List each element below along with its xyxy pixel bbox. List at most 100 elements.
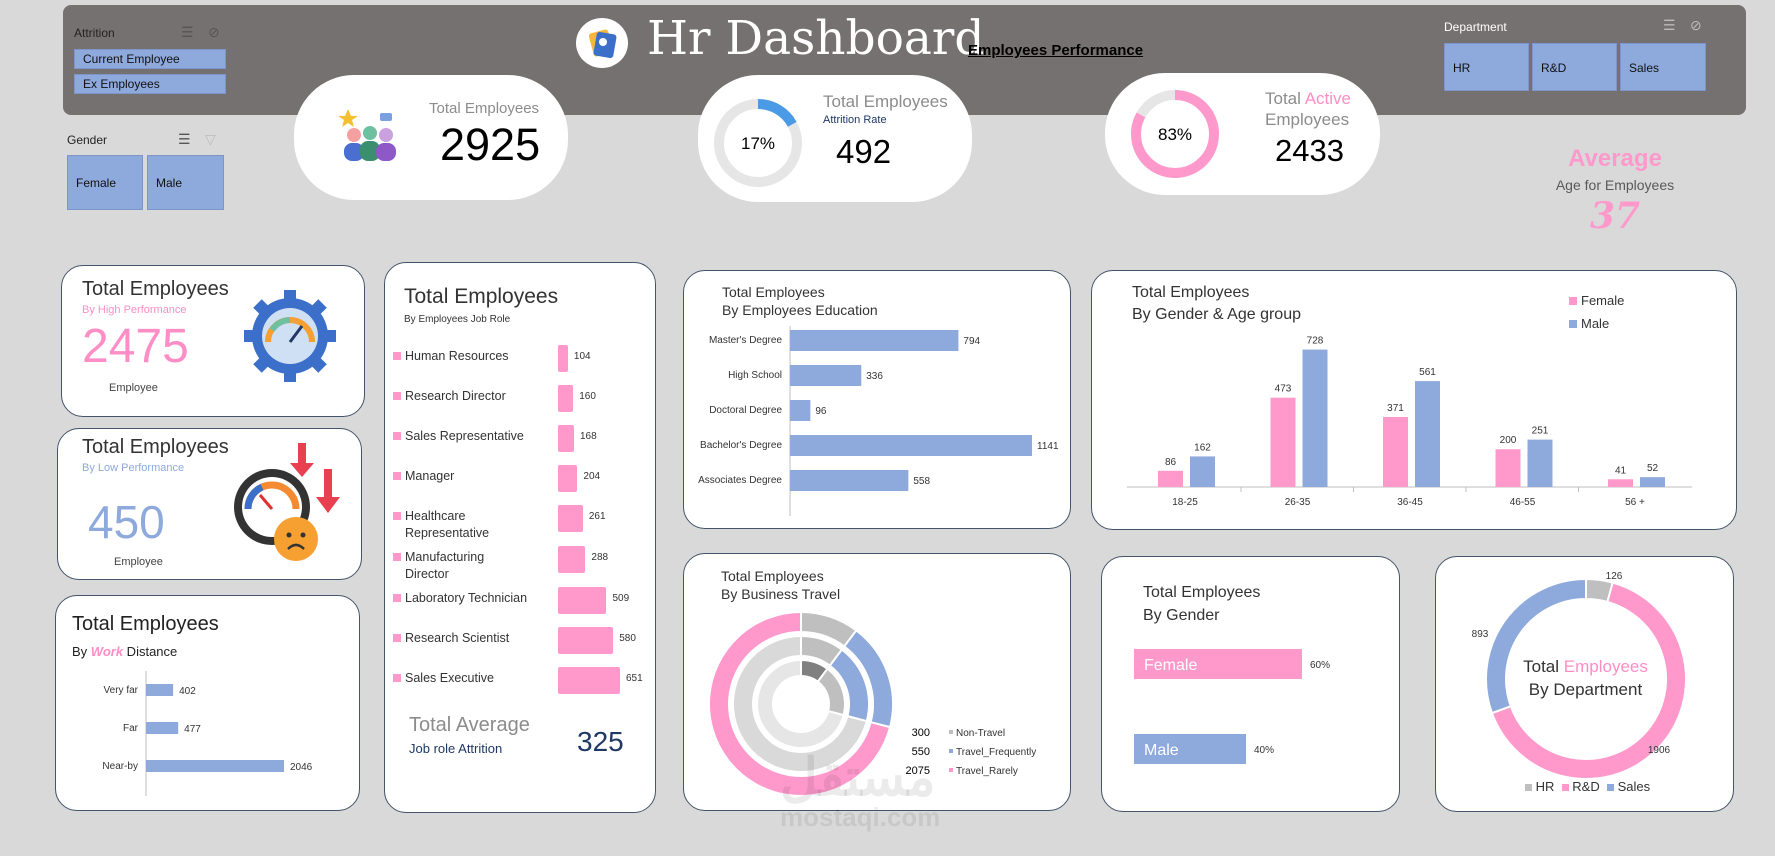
bar-male xyxy=(1640,477,1665,487)
card-title: Total Employees xyxy=(721,568,824,584)
dept-center-sub: By Department xyxy=(1528,680,1643,699)
card-subtitle: By High Performance xyxy=(82,304,187,316)
bar xyxy=(558,587,607,614)
data-label: 40% xyxy=(1254,745,1274,756)
slicer-option-rd[interactable]: R&D xyxy=(1532,43,1617,91)
data-label: 96 xyxy=(815,406,827,417)
kpi-active: 83% Total Active Employees 2433 xyxy=(1105,73,1380,195)
multi-select-icon[interactable]: ☰ xyxy=(1663,17,1676,33)
card-subtitle: By Employees Job Role xyxy=(404,314,511,325)
legend-swatch xyxy=(949,749,953,753)
bar-male xyxy=(1527,439,1553,487)
tick-label: 36-45 xyxy=(1397,497,1423,508)
tick-label: Master's Degree xyxy=(709,335,782,346)
tick-label: Sales Executive xyxy=(405,671,494,685)
tick-label: Sales Representative xyxy=(405,429,524,443)
bar xyxy=(558,627,614,654)
legend-swatch xyxy=(393,634,401,642)
tick-label: Doctoral Degree xyxy=(709,405,782,416)
multi-select-icon[interactable]: ☰ xyxy=(181,24,194,40)
logo-icon xyxy=(588,29,617,59)
bar xyxy=(790,330,959,351)
clear-filter-icon[interactable]: ⊘ xyxy=(208,24,220,40)
kpi-active-label: Total Active xyxy=(1265,89,1351,108)
slicer-option-sales[interactable]: Sales xyxy=(1620,43,1706,91)
avg-attrition-sub: Job role Attrition xyxy=(409,741,503,756)
bar-female xyxy=(1134,649,1302,679)
bar xyxy=(146,722,179,734)
data-label: 336 xyxy=(866,371,883,382)
tick-label: Healthcare Representative xyxy=(405,509,490,540)
kpi-attrition-value: 492 xyxy=(836,133,892,170)
tick-label: Far xyxy=(123,723,139,734)
legend-swatch xyxy=(949,730,953,734)
avg-age-sub: Age for Employees xyxy=(1555,177,1675,193)
card-subtitle: By Gender & Age group xyxy=(1132,306,1301,323)
bar-label: Female xyxy=(1144,657,1197,674)
watermark-arabic: مستقل xyxy=(780,749,936,807)
filter-icon[interactable]: ▽ xyxy=(205,131,216,147)
data-label: 580 xyxy=(619,633,636,644)
data-label: 550 xyxy=(912,746,930,758)
bar xyxy=(558,385,574,412)
legend-swatch xyxy=(393,392,401,400)
slice-travel_rarely xyxy=(708,610,892,797)
data-label: 402 xyxy=(179,686,196,697)
data-label: 2046 xyxy=(290,762,313,773)
education-chart: Master's Degree 794 High School 336 Doctoral… xyxy=(698,326,1059,516)
slice-travel_rarely xyxy=(732,634,869,773)
bar-female xyxy=(1383,416,1408,487)
card-subtitle: By Work Distance xyxy=(72,644,178,659)
data-label: 300 xyxy=(912,727,930,739)
page-subtitle: Employees Performance xyxy=(968,42,1144,59)
department-chart: 126 1906 893 xyxy=(1472,571,1687,780)
data-label: 509 xyxy=(612,593,630,604)
bar xyxy=(790,435,1032,456)
data-label: 126 xyxy=(1606,571,1623,582)
clear-filter-icon[interactable]: ⊘ xyxy=(1690,17,1702,33)
legend-male: Male xyxy=(1569,316,1609,331)
slicer-option-hr[interactable]: HR xyxy=(1444,43,1529,91)
data-label: 162 xyxy=(1194,442,1211,453)
data-label: 794 xyxy=(963,336,980,347)
multi-select-icon[interactable]: ☰ xyxy=(178,131,191,147)
department-card: 126 1906 893 Total Employees By Department… xyxy=(1435,556,1734,812)
card-title: Total Employees xyxy=(72,613,219,635)
data-label: 168 xyxy=(580,431,597,442)
slice-travel_rarely xyxy=(756,658,845,749)
bar xyxy=(558,425,574,452)
data-label: 371 xyxy=(1387,403,1404,414)
bar-male xyxy=(1190,456,1215,487)
card-title: Total Employees xyxy=(82,436,229,458)
legend-female: Female xyxy=(1569,293,1624,308)
data-label: 200 xyxy=(1500,435,1517,446)
bar-female xyxy=(1608,479,1633,487)
tick-label: 18-25 xyxy=(1172,497,1198,508)
tick-label: Research Scientist xyxy=(405,631,510,645)
slicer-option-ex-employees[interactable]: Ex Employees xyxy=(74,74,226,94)
card-subtitle: By Gender xyxy=(1143,607,1220,624)
legend-swatch xyxy=(949,768,953,772)
gender-age-chart: 86 162 18-25 473 728 26-35 371 561 36-45 200 251 46… xyxy=(1127,336,1692,508)
tick-label: Near-by xyxy=(102,761,138,772)
bar-label: Male xyxy=(1144,742,1179,759)
attrition-percent: 17% xyxy=(741,134,775,153)
active-donut: 83% xyxy=(1131,90,1219,178)
avg-attrition-title: Total Average xyxy=(409,714,530,736)
bar-female xyxy=(1158,470,1183,487)
slicer-option-female[interactable]: Female xyxy=(67,155,143,210)
legend-swatch xyxy=(393,472,401,480)
card-title: Total Employees xyxy=(722,284,825,300)
avg-age-title: Average xyxy=(1568,145,1662,172)
legend-label: Non-Travel xyxy=(956,728,1005,739)
slicer-option-current-employee[interactable]: Current Employee xyxy=(74,49,226,69)
tick-label: Human Resources xyxy=(405,349,509,363)
business-travel-chart: 300 Non-Travel 550 Travel_Frequently 2075 Tra… xyxy=(708,610,1036,797)
slicer-option-male[interactable]: Male xyxy=(147,155,224,210)
bar xyxy=(558,505,583,532)
department-slicer-title: Department xyxy=(1444,20,1507,34)
avg-attrition-value: 325 xyxy=(577,726,624,757)
card-subtitle: By Business Travel xyxy=(721,586,841,602)
dashboard-logo xyxy=(576,18,628,68)
tick-label: Laboratory Technician xyxy=(405,591,528,605)
